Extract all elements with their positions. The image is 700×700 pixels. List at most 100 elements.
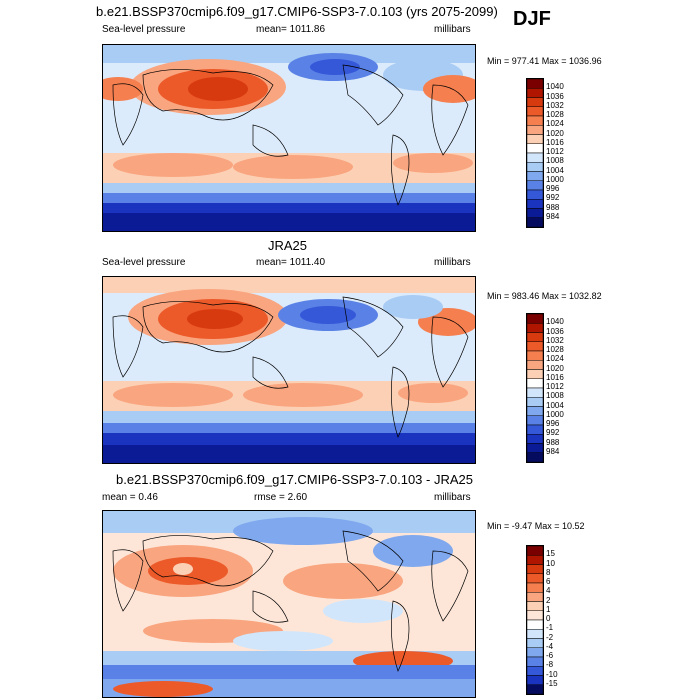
colorbar-tick-label: 0 — [546, 614, 551, 623]
colorbar-swatch — [526, 97, 544, 107]
panel-1-variable-label: Sea-level pressure — [102, 24, 186, 35]
panel-2-map — [102, 276, 476, 464]
colorbar-tick-label: -2 — [546, 632, 554, 642]
colorbar-swatch — [526, 143, 544, 154]
colorbar-tick-label: 1040 — [546, 82, 564, 92]
colorbar-swatch — [526, 387, 544, 398]
colorbar-tick-label: 1008 — [546, 156, 564, 166]
panel-2-units-label: millibars — [434, 257, 471, 268]
colorbar-tick-label: 1004 — [546, 400, 564, 410]
colorbar-tick-label: 984 — [546, 211, 560, 221]
panel-2-colorbar-swatches — [526, 313, 544, 463]
colorbar-tick-label: -10 — [546, 669, 558, 679]
colorbar-tick-label: 1008 — [546, 391, 564, 401]
colorbar-tick-label: 1036 — [546, 91, 564, 101]
colorbar-tick-label: 1032 — [546, 335, 564, 345]
panel-1-colorbar — [526, 78, 544, 228]
colorbar-swatch — [526, 592, 544, 602]
colorbar-swatch — [526, 369, 544, 379]
colorbar-swatch — [526, 573, 544, 584]
colorbar-swatch — [526, 656, 544, 667]
colorbar-tick-label: 1040 — [546, 317, 564, 327]
colorbar-swatch — [526, 452, 544, 463]
panel-1-units-label: millibars — [434, 24, 471, 35]
panel-1-title: b.e21.BSSP370cmip6.f09_g17.CMIP6-SSP3-7.… — [96, 4, 498, 19]
panel-3-colorbar-swatches — [526, 545, 544, 695]
colorbar-swatch — [526, 666, 544, 676]
colorbar-swatch — [526, 171, 544, 181]
colorbar-tick-label: 1024 — [546, 119, 564, 129]
colorbar-tick-label: 988 — [546, 202, 560, 212]
colorbar-swatch — [526, 415, 544, 426]
panel-1-colorbar-swatches — [526, 78, 544, 228]
colorbar-tick-label: 6 — [546, 577, 551, 586]
colorbar-swatch — [526, 199, 544, 209]
panel-1-minmax: Min = 977.41 Max = 1036.96 — [487, 56, 602, 66]
colorbar-tick-label: 1000 — [546, 174, 564, 184]
colorbar-swatch — [526, 115, 544, 126]
colorbar-tick-label: 1000 — [546, 409, 564, 419]
colorbar-tick-label: -15 — [546, 678, 558, 688]
panel-3-map — [102, 510, 476, 698]
colorbar-swatch — [526, 88, 544, 98]
colorbar-swatch — [526, 638, 544, 648]
colorbar-tick-label: 1032 — [546, 100, 564, 110]
colorbar-tick-label: 992 — [546, 428, 560, 438]
panel-2-title: JRA25 — [268, 238, 308, 253]
colorbar-swatch — [526, 406, 544, 416]
colorbar-tick-label: 15 — [546, 549, 555, 559]
panel-3-title: b.e21.BSSP370cmip6.f09_g17.CMIP6-SSP3-7.… — [116, 472, 473, 487]
colorbar-tick-label: 1036 — [546, 326, 564, 336]
colorbar-tick-label: 1 — [546, 604, 551, 614]
colorbar-tick-label: 10 — [546, 558, 555, 568]
colorbar-tick-label: 988 — [546, 437, 560, 447]
colorbar-tick-label: 1012 — [546, 147, 564, 156]
panel-2-variable-label: Sea-level pressure — [102, 257, 186, 268]
panel-3-rmse-label: rmse = 2.60 — [254, 492, 308, 503]
colorbar-tick-label: 1024 — [546, 354, 564, 364]
panel-2-minmax: Min = 983.46 Max = 1032.82 — [487, 291, 602, 301]
colorbar-swatch — [526, 629, 544, 639]
season-label: DJF — [513, 8, 551, 30]
colorbar-swatch — [526, 564, 544, 574]
colorbar-swatch — [526, 106, 544, 117]
panel-3-mean-label: mean = 0.46 — [102, 492, 158, 503]
colorbar-swatch — [526, 443, 544, 453]
colorbar-swatch — [526, 208, 544, 218]
colorbar-swatch — [526, 134, 544, 144]
panel-3-map-field — [103, 511, 475, 697]
panel-2-colorbar — [526, 313, 544, 463]
colorbar-swatch — [526, 78, 544, 89]
colorbar-tick-label: 1004 — [546, 165, 564, 175]
colorbar-swatch — [526, 180, 544, 191]
colorbar-tick-label: -4 — [546, 641, 554, 651]
colorbar-swatch — [526, 189, 544, 200]
colorbar-swatch — [526, 217, 544, 228]
colorbar-swatch — [526, 619, 544, 630]
colorbar-tick-label: 1016 — [546, 372, 564, 382]
colorbar-tick-label: -6 — [546, 651, 554, 660]
colorbar-tick-label: 984 — [546, 446, 560, 456]
colorbar-swatch — [526, 341, 544, 352]
colorbar-swatch — [526, 424, 544, 435]
colorbar-swatch — [526, 555, 544, 565]
colorbar-swatch — [526, 545, 544, 556]
panel-1-map-field — [103, 45, 475, 231]
colorbar-swatch — [526, 582, 544, 593]
colorbar-tick-label: 996 — [546, 184, 560, 193]
colorbar-tick-label: 1020 — [546, 128, 564, 138]
colorbar-tick-label: 1020 — [546, 363, 564, 373]
colorbar-swatch — [526, 610, 544, 621]
colorbar-swatch — [526, 332, 544, 342]
colorbar-swatch — [526, 601, 544, 611]
panel-1-map — [102, 44, 476, 232]
colorbar-tick-label: 1028 — [546, 110, 564, 119]
panel-3-units-label: millibars — [434, 492, 471, 503]
colorbar-tick-label: 4 — [546, 586, 551, 596]
panel-3-minmax: Min = -9.47 Max = 10.52 — [487, 521, 585, 531]
colorbar-swatch — [526, 360, 544, 370]
colorbar-tick-label: -1 — [546, 623, 554, 633]
colorbar-swatch — [526, 323, 544, 333]
colorbar-tick-label: 996 — [546, 419, 560, 428]
colorbar-swatch — [526, 162, 544, 172]
